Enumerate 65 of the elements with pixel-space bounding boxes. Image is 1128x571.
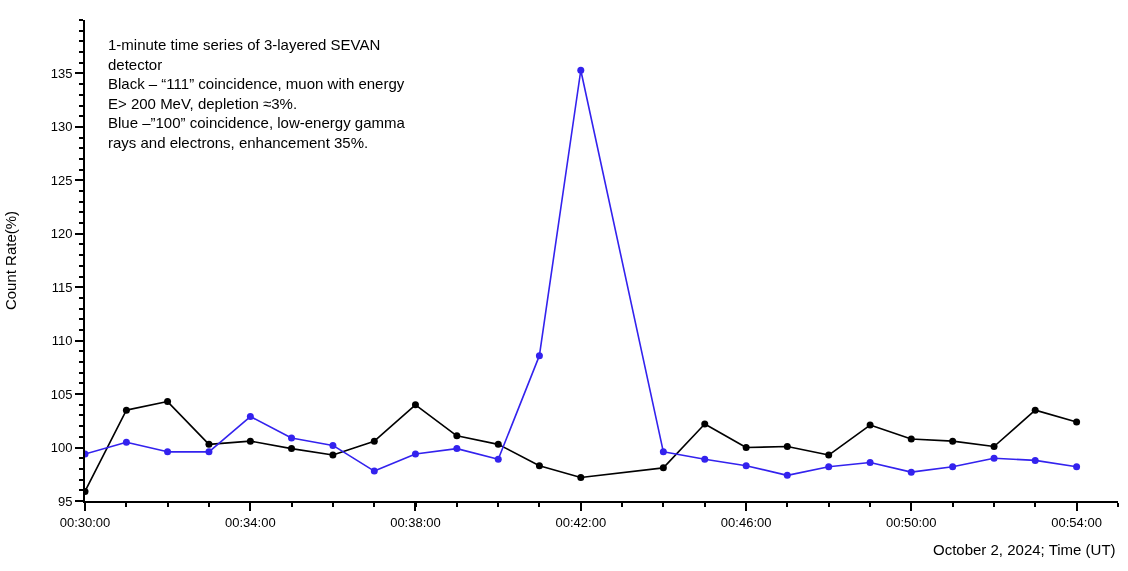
y-tick-label: 110 — [51, 333, 73, 349]
point — [1073, 418, 1081, 426]
point — [990, 454, 998, 462]
point — [783, 442, 791, 450]
point — [659, 448, 667, 456]
x-axis-title: October 2, 2024; Time (UT) — [933, 541, 1116, 558]
point — [907, 435, 915, 443]
x-tick-label: 00:34:00 — [225, 514, 276, 530]
point — [494, 455, 502, 463]
point — [577, 473, 585, 481]
point — [453, 445, 461, 453]
point — [990, 442, 998, 450]
point — [1031, 406, 1039, 414]
y-tick-label: 95 — [57, 493, 73, 509]
point — [742, 462, 750, 470]
point — [205, 440, 213, 448]
x-tick-label: 00:46:00 — [720, 514, 772, 530]
point — [907, 468, 915, 476]
point — [122, 438, 130, 446]
point — [535, 462, 543, 470]
point — [949, 437, 957, 445]
point — [411, 401, 419, 409]
point — [825, 463, 833, 471]
point — [825, 451, 833, 459]
y-tick-label: 105 — [50, 386, 73, 402]
y-tick-label: 130 — [50, 119, 73, 135]
point — [577, 66, 585, 74]
point — [1073, 463, 1081, 471]
y-tick-label: 120 — [50, 226, 73, 242]
y-tick-label: 100 — [50, 440, 73, 456]
point — [453, 432, 461, 440]
point — [866, 421, 874, 429]
x-tick-label: 00:38:00 — [390, 514, 441, 530]
point — [288, 445, 295, 453]
annotation: 1-minute time series of 3-layered SEVAN detector Black – “111” coincidence, muon with energy E> 200 MeV, depletion ≈3%. Blue –”100” coincidence, low-energy gamma rays and electrons, enhancement 35%. — [108, 36, 406, 151]
point — [535, 352, 543, 360]
point — [205, 448, 213, 456]
point — [370, 467, 378, 475]
point — [701, 455, 709, 463]
y-axis-title: Count Rate(%) — [2, 210, 20, 311]
point — [659, 464, 667, 472]
point — [494, 440, 502, 448]
x-tick-label: 00:42:00 — [555, 514, 607, 530]
point — [164, 448, 172, 456]
y-tick-label: 135 — [50, 65, 73, 81]
point — [329, 441, 337, 449]
point — [288, 434, 295, 442]
point — [370, 437, 378, 445]
y-tick-label: 115 — [51, 279, 73, 295]
point — [866, 459, 874, 467]
point — [949, 463, 957, 471]
y-tick-label: 125 — [50, 172, 73, 188]
point — [246, 437, 254, 445]
point — [122, 406, 130, 414]
point — [783, 471, 791, 479]
point — [329, 451, 337, 459]
point — [246, 413, 254, 421]
point — [742, 444, 750, 452]
x-tick-label: 00:54:00 — [1051, 514, 1102, 530]
point — [411, 450, 419, 458]
point — [164, 398, 172, 406]
x-tick-label: 00:30:00 — [59, 514, 111, 530]
x-tick-label: 00:50:00 — [885, 514, 937, 530]
point — [701, 420, 709, 428]
point — [1031, 456, 1039, 464]
